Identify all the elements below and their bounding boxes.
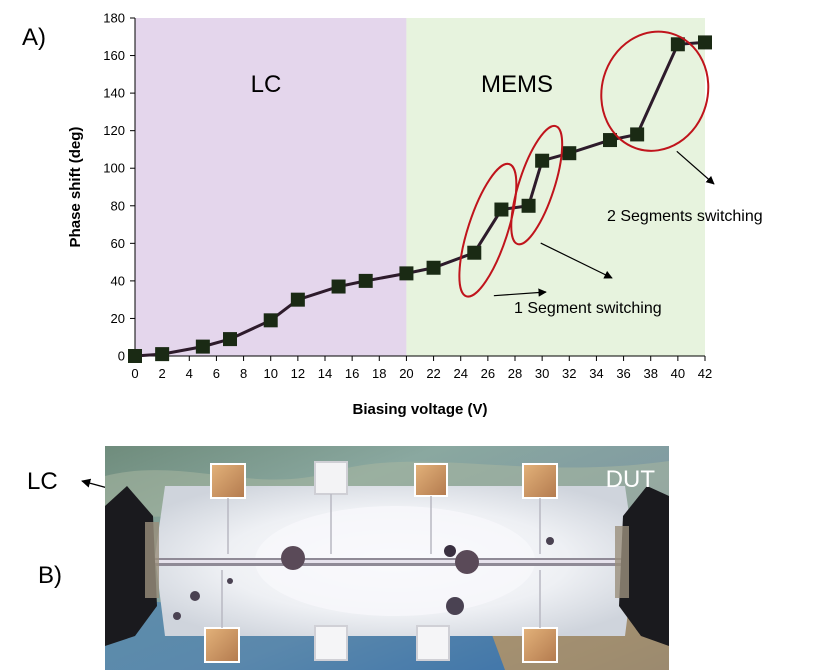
y-tick-label: 40 <box>111 273 125 288</box>
x-tick-label: 14 <box>318 366 332 381</box>
x-tick-label: 32 <box>562 366 576 381</box>
x-tick-label: 20 <box>399 366 413 381</box>
data-point <box>698 35 712 50</box>
data-point <box>521 198 536 213</box>
y-tick-label: 120 <box>103 123 125 138</box>
data-point <box>399 266 414 281</box>
x-tick-label: 42 <box>698 366 712 381</box>
data-point <box>223 332 237 347</box>
callout-arrow <box>676 150 715 185</box>
region-mems <box>406 18 705 356</box>
y-tick-label: 160 <box>103 48 125 63</box>
data-point <box>630 127 645 142</box>
callout-arrow <box>540 242 613 279</box>
x-tick-label: 2 <box>159 366 166 381</box>
callout-text-1-segment: 1 Segment switching <box>514 300 662 317</box>
x-tick-label: 8 <box>240 366 247 381</box>
data-point <box>603 133 617 148</box>
device-photo: DUT <box>105 446 669 670</box>
region-label-lc: LC <box>251 71 282 98</box>
x-tick-label: 40 <box>671 366 685 381</box>
y-tick-label: 100 <box>103 161 125 176</box>
x-tick-label: 18 <box>372 366 386 381</box>
data-point <box>535 153 550 168</box>
panel-a-label: A) <box>22 24 46 51</box>
x-tick-label: 6 <box>213 366 220 381</box>
data-point <box>263 313 278 328</box>
x-tick-label: 4 <box>186 366 193 381</box>
y-tick-label: 140 <box>103 86 125 101</box>
data-point <box>155 347 170 362</box>
x-tick-label: 36 <box>616 366 630 381</box>
data-point <box>426 260 441 275</box>
photo-lc-label: LC <box>27 468 58 495</box>
x-tick-label: 26 <box>481 366 495 381</box>
y-tick-label: 80 <box>111 198 125 213</box>
y-tick-label: 0 <box>118 349 125 364</box>
x-tick-label: 12 <box>291 366 305 381</box>
x-tick-label: 10 <box>263 366 277 381</box>
device-photo-image <box>105 446 669 670</box>
data-point <box>331 279 346 294</box>
callout-text-2-segments: 2 Segments switching <box>607 208 763 225</box>
y-tick-label: 20 <box>111 311 125 326</box>
data-point <box>467 245 482 260</box>
highlight-ellipse <box>458 162 518 298</box>
x-tick-label: 0 <box>131 366 138 381</box>
x-tick-label: 16 <box>345 366 359 381</box>
data-point <box>195 339 210 354</box>
x-tick-label: 24 <box>453 366 467 381</box>
x-tick-label: 22 <box>426 366 440 381</box>
highlight-ellipse <box>510 124 564 246</box>
dut-label: DUT <box>605 466 655 493</box>
data-point <box>128 349 142 363</box>
x-axis-title: Biasing voltage (V) <box>352 401 487 418</box>
x-tick-label: 28 <box>508 366 522 381</box>
data-point <box>562 146 577 161</box>
data-point <box>670 37 685 52</box>
callout-arrow <box>493 288 547 297</box>
x-tick-label: 38 <box>643 366 657 381</box>
x-tick-label: 34 <box>589 366 603 381</box>
data-point <box>494 202 509 217</box>
data-point <box>290 292 305 307</box>
y-tick-label: 60 <box>111 236 125 251</box>
highlight-ellipse <box>600 30 710 152</box>
data-point <box>358 273 373 288</box>
x-tick-label: 30 <box>535 366 549 381</box>
region-label-mems: MEMS <box>481 71 553 98</box>
y-tick-label: 180 <box>103 11 125 26</box>
panel-b-label: B) <box>38 562 62 589</box>
y-axis-title: Phase shift (deg) <box>67 127 84 248</box>
region-lc <box>135 18 407 356</box>
